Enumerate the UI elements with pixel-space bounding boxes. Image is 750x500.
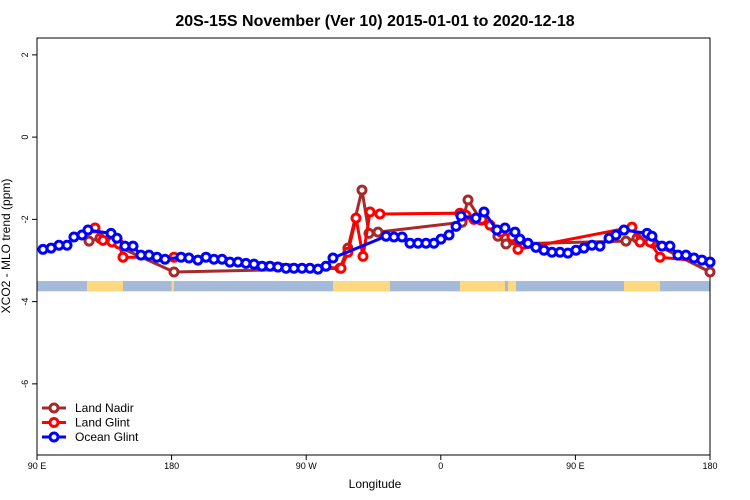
data-point xyxy=(654,251,666,263)
x-tick-label: 0 xyxy=(438,461,443,471)
data-point xyxy=(127,240,139,252)
data-point xyxy=(443,229,455,241)
data-point xyxy=(117,251,129,263)
data-point xyxy=(620,235,632,247)
y-axis-label: XCO2 - MLO trend (ppm) xyxy=(0,179,13,314)
data-point xyxy=(522,237,534,249)
x-tick-label: 90 E xyxy=(566,461,585,471)
data-point xyxy=(372,226,384,238)
data-point xyxy=(634,236,646,248)
x-tick-label: 180 xyxy=(702,461,717,471)
legend-label: Land Glint xyxy=(75,416,130,430)
land-segment xyxy=(507,281,517,292)
data-point xyxy=(462,194,474,206)
data-point xyxy=(594,240,606,252)
data-point xyxy=(478,206,490,218)
data-point xyxy=(396,231,408,243)
land-segment xyxy=(86,281,123,292)
data-point xyxy=(664,240,676,252)
data-point xyxy=(82,224,94,236)
land-segment xyxy=(459,281,505,292)
data-point xyxy=(455,210,467,222)
data-point xyxy=(509,226,521,238)
data-point xyxy=(374,208,386,220)
data-point xyxy=(610,229,622,241)
y-tick-label: 0 xyxy=(20,135,30,140)
y-tick-label: 2 xyxy=(20,52,30,57)
data-point xyxy=(646,230,658,242)
x-tick-label: 90 W xyxy=(296,461,318,471)
data-point xyxy=(183,252,195,264)
data-point xyxy=(61,239,73,251)
y-tick-label: -6 xyxy=(20,380,30,388)
x-tick-label: 180 xyxy=(164,461,179,471)
data-point xyxy=(364,206,376,218)
data-point xyxy=(159,253,171,265)
data-point xyxy=(356,184,368,196)
y-tick-label: -2 xyxy=(20,215,30,223)
data-point xyxy=(83,235,95,247)
data-point xyxy=(450,220,462,232)
data-point xyxy=(470,212,482,224)
plot-frame xyxy=(36,37,711,456)
data-point xyxy=(618,224,630,236)
data-point xyxy=(499,222,511,234)
data-point xyxy=(704,266,716,278)
legend-label: Ocean Glint xyxy=(75,430,139,444)
data-point xyxy=(350,212,362,224)
data-point xyxy=(435,233,447,245)
data-point xyxy=(704,256,716,268)
data-point xyxy=(514,233,526,245)
land-segment xyxy=(624,281,661,292)
data-point xyxy=(168,266,180,278)
data-point xyxy=(335,262,347,274)
legend-marker xyxy=(48,402,60,414)
data-point xyxy=(500,238,512,250)
data-point xyxy=(111,232,123,244)
data-point xyxy=(320,260,332,272)
land-segment xyxy=(332,281,390,292)
x-axis-label: Longitude xyxy=(349,477,402,491)
y-tick-label: -4 xyxy=(20,298,30,306)
chart-title: 20S-15S November (Ver 10) 2015-01-01 to … xyxy=(175,13,574,30)
legend-marker xyxy=(48,431,60,443)
data-point xyxy=(327,252,339,264)
data-point xyxy=(97,234,109,246)
legend-label: Land Nadir xyxy=(75,401,134,415)
x-tick-label: 90 E xyxy=(28,461,47,471)
data-point xyxy=(357,250,369,262)
legend-marker xyxy=(48,417,60,428)
land-segment xyxy=(171,281,174,292)
data-point xyxy=(512,243,524,255)
